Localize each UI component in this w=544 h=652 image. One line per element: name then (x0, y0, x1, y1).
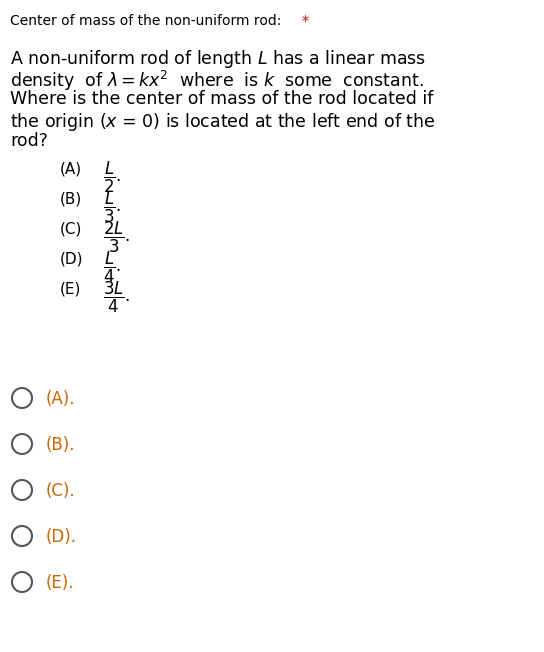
Text: A non-uniform rod of length $L$ has a linear mass: A non-uniform rod of length $L$ has a li… (10, 48, 426, 70)
Text: (C).: (C). (46, 482, 76, 500)
Text: (E).: (E). (46, 574, 75, 592)
Text: $\dfrac{L}{3}$.: $\dfrac{L}{3}$. (103, 190, 121, 225)
Text: Where is the center of mass of the rod located if: Where is the center of mass of the rod l… (10, 90, 434, 108)
Text: $\dfrac{L}{4}$.: $\dfrac{L}{4}$. (103, 250, 121, 285)
Text: rod?: rod? (10, 132, 48, 150)
Text: (D): (D) (60, 252, 83, 267)
Text: density  of $\lambda = kx^2$  where  is $k$  some  constant.: density of $\lambda = kx^2$ where is $k$… (10, 69, 424, 93)
Text: (B): (B) (60, 192, 82, 207)
Text: (D).: (D). (46, 528, 77, 546)
Text: (A).: (A). (46, 390, 76, 408)
Text: *: * (302, 14, 309, 28)
Text: $\dfrac{2L}{3}$.: $\dfrac{2L}{3}$. (103, 220, 131, 255)
Text: (A): (A) (60, 162, 82, 177)
Text: Center of mass of the non-uniform rod:: Center of mass of the non-uniform rod: (10, 14, 286, 28)
Text: (B).: (B). (46, 436, 76, 454)
Text: (C): (C) (60, 222, 82, 237)
Text: the origin ($x$ = 0) is located at the left end of the: the origin ($x$ = 0) is located at the l… (10, 111, 435, 133)
Text: $\dfrac{3L}{4}$.: $\dfrac{3L}{4}$. (103, 280, 130, 315)
Text: $\dfrac{L}{2}$.: $\dfrac{L}{2}$. (103, 160, 121, 195)
Text: (E): (E) (60, 282, 82, 297)
